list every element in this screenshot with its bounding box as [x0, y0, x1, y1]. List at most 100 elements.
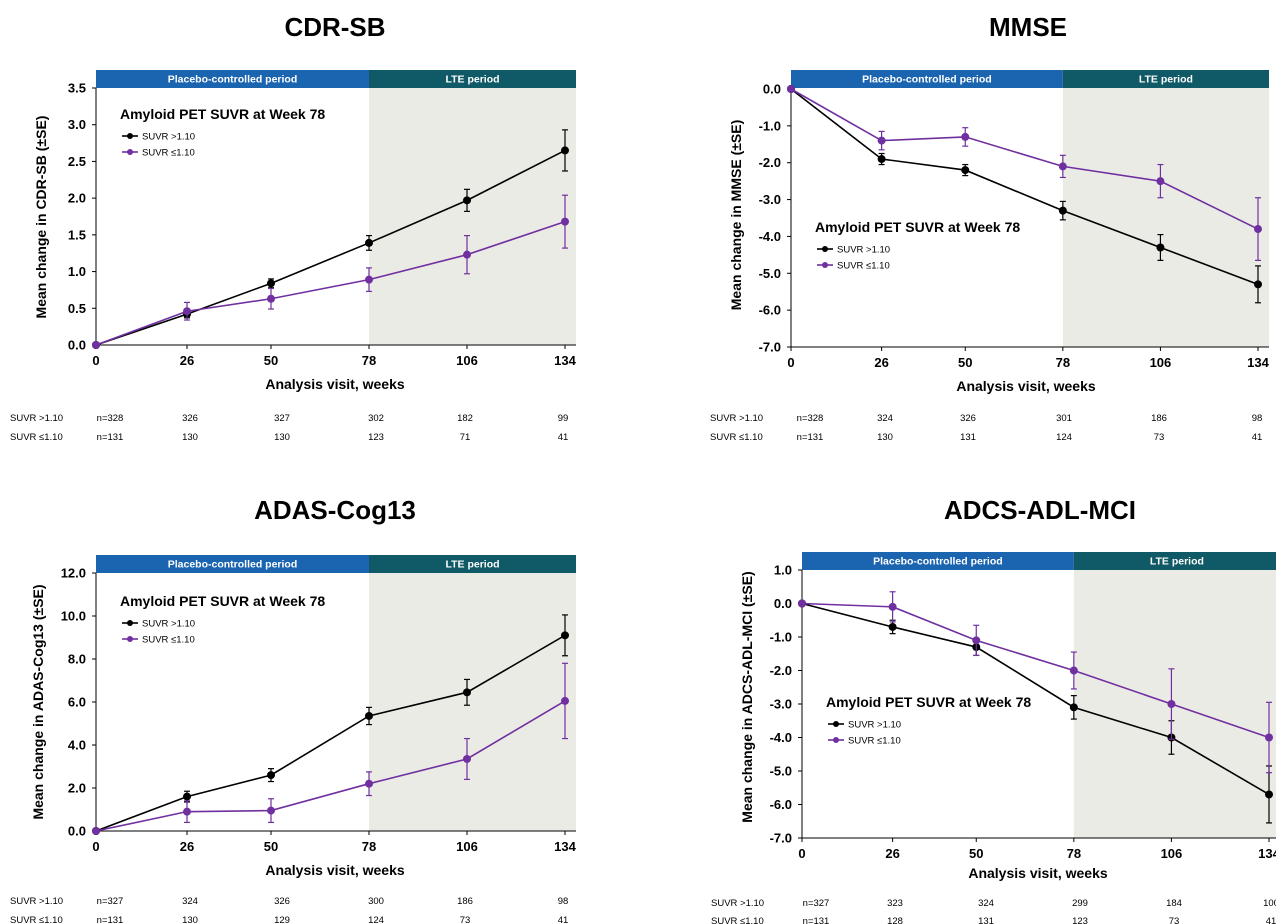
y-tick-label: 12.0: [61, 566, 86, 581]
plot-area: Placebo-controlled period LTE period 0.0 -1…: [759, 70, 1270, 443]
n-row-label-low: SUVR ≤1.10: [10, 915, 63, 924]
y-tick-label: -3.0: [770, 697, 792, 712]
band-lte: [1062, 70, 1269, 88]
n-count: 324: [182, 896, 198, 907]
plot-area: Placebo-controlled period LTE period 1.0 0.…: [770, 552, 1276, 924]
series-low: [92, 194, 569, 349]
x-tick-label: 134: [1258, 846, 1276, 861]
legend-title: Amyloid PET SUVR at Week 78: [120, 593, 325, 609]
n-count: 98: [1252, 413, 1263, 424]
data-point: [972, 636, 981, 645]
n-count: 130: [877, 432, 893, 443]
data-point: [888, 622, 897, 631]
data-point: [183, 807, 191, 816]
band-placebo: [791, 70, 1063, 88]
n-count: 186: [457, 896, 473, 907]
x-tick-label: 0: [92, 839, 99, 854]
n-count: 100: [1263, 898, 1276, 909]
data-point: [1167, 700, 1176, 708]
x-tick-label: 106: [1150, 355, 1172, 370]
y-tick-label: 6.0: [68, 695, 86, 710]
n-count: n=131: [803, 916, 830, 924]
n-count: 99: [558, 413, 569, 424]
data-point: [267, 279, 275, 288]
y-tick-label: -1.0: [759, 118, 781, 133]
n-count: 123: [1072, 916, 1088, 924]
x-tick-label: 78: [1067, 846, 1081, 861]
legend-title: Amyloid PET SUVR at Week 78: [815, 219, 1020, 235]
n-count: 41: [558, 432, 569, 443]
data-point: [365, 779, 373, 788]
lte-shade: [369, 88, 576, 345]
x-axis-label: Analysis visit, weeks: [968, 865, 1108, 881]
n-row-label-high: SUVR >1.10: [10, 896, 63, 907]
legend-entry: SUVR >1.10: [837, 245, 890, 256]
legend-marker: [127, 149, 133, 155]
band-lte: [369, 555, 576, 573]
y-axis-label: Mean change in MMSE (±SE): [728, 120, 744, 310]
series-line: [95, 700, 566, 832]
data-point: [561, 146, 569, 155]
x-tick-label: 106: [1161, 846, 1183, 861]
data-point: [877, 136, 886, 145]
y-tick-label: -2.0: [759, 155, 781, 170]
n-count: 128: [887, 916, 903, 924]
band-label-lte: LTE period: [1150, 556, 1204, 568]
y-tick-label: 0.0: [774, 596, 792, 611]
y-tick-label: 0.5: [68, 301, 86, 316]
n-count: 71: [460, 432, 471, 443]
n-count: 124: [368, 915, 384, 924]
data-point: [1254, 280, 1262, 289]
chart-panel-cdr-sb: CDR-SB Placebo-controlled period LTE peri…: [0, 0, 640, 462]
data-point: [1156, 243, 1165, 252]
legend: Amyloid PET SUVR at Week 78 SUVR >1.10 SUV…: [815, 219, 1020, 272]
band-label-lte: LTE period: [445, 74, 499, 86]
plot-area: Placebo-controlled period LTE period 0.0 0.…: [68, 70, 577, 443]
data-point: [267, 294, 275, 303]
x-tick-label: 0: [92, 353, 99, 368]
band-placebo: [96, 555, 369, 573]
series-low: [787, 85, 1262, 261]
series-low: [798, 591, 1273, 774]
legend-entry: SUVR >1.10: [142, 619, 195, 630]
legend-entry: SUVR ≤1.10: [848, 736, 901, 747]
x-tick-label: 26: [180, 839, 194, 854]
legend-marker: [127, 133, 133, 139]
legend-entry: SUVR ≤1.10: [142, 148, 195, 159]
x-tick-label: 134: [554, 353, 576, 368]
y-tick-label: 0.0: [763, 82, 781, 97]
legend-marker: [822, 246, 828, 252]
y-tick-label: -5.0: [759, 266, 781, 281]
legend-entry: SUVR >1.10: [848, 720, 901, 731]
legend-title: Amyloid PET SUVR at Week 78: [120, 106, 325, 122]
data-point: [92, 341, 100, 349]
band-placebo: [802, 552, 1074, 570]
y-tick-label: -4.0: [770, 730, 792, 745]
chart-svg-cdr-sb: CDR-SB Placebo-controlled period LTE peri…: [10, 12, 577, 443]
band-label-placebo: Placebo-controlled period: [873, 556, 1003, 568]
series-line: [790, 88, 1259, 286]
n-count: 73: [1154, 432, 1165, 443]
x-tick-label: 26: [180, 353, 194, 368]
legend: Amyloid PET SUVR at Week 78 SUVR >1.10 SUV…: [120, 106, 325, 159]
y-tick-label: 10.0: [61, 609, 86, 624]
x-tick-label: 78: [362, 839, 376, 854]
data-point: [1069, 666, 1078, 675]
n-count: n=131: [97, 915, 124, 924]
data-point: [1254, 225, 1262, 234]
band-placebo: [96, 70, 369, 88]
data-point: [561, 217, 569, 226]
band-label-placebo: Placebo-controlled period: [168, 559, 298, 571]
legend-marker: [822, 262, 828, 268]
x-tick-label: 106: [456, 839, 478, 854]
legend-title: Amyloid PET SUVR at Week 78: [826, 694, 1031, 710]
y-tick-label: -7.0: [759, 340, 781, 355]
x-tick-label: 134: [1247, 355, 1269, 370]
x-tick-label: 50: [264, 353, 278, 368]
x-axis-label: Analysis visit, weeks: [956, 378, 1096, 394]
legend-marker: [127, 620, 133, 626]
y-axis-label: Mean change in ADCS-ADL-MCI (±SE): [739, 571, 755, 822]
n-count: 324: [877, 413, 893, 424]
y-tick-label: 1.0: [774, 563, 792, 578]
n-count: 299: [1072, 898, 1088, 909]
